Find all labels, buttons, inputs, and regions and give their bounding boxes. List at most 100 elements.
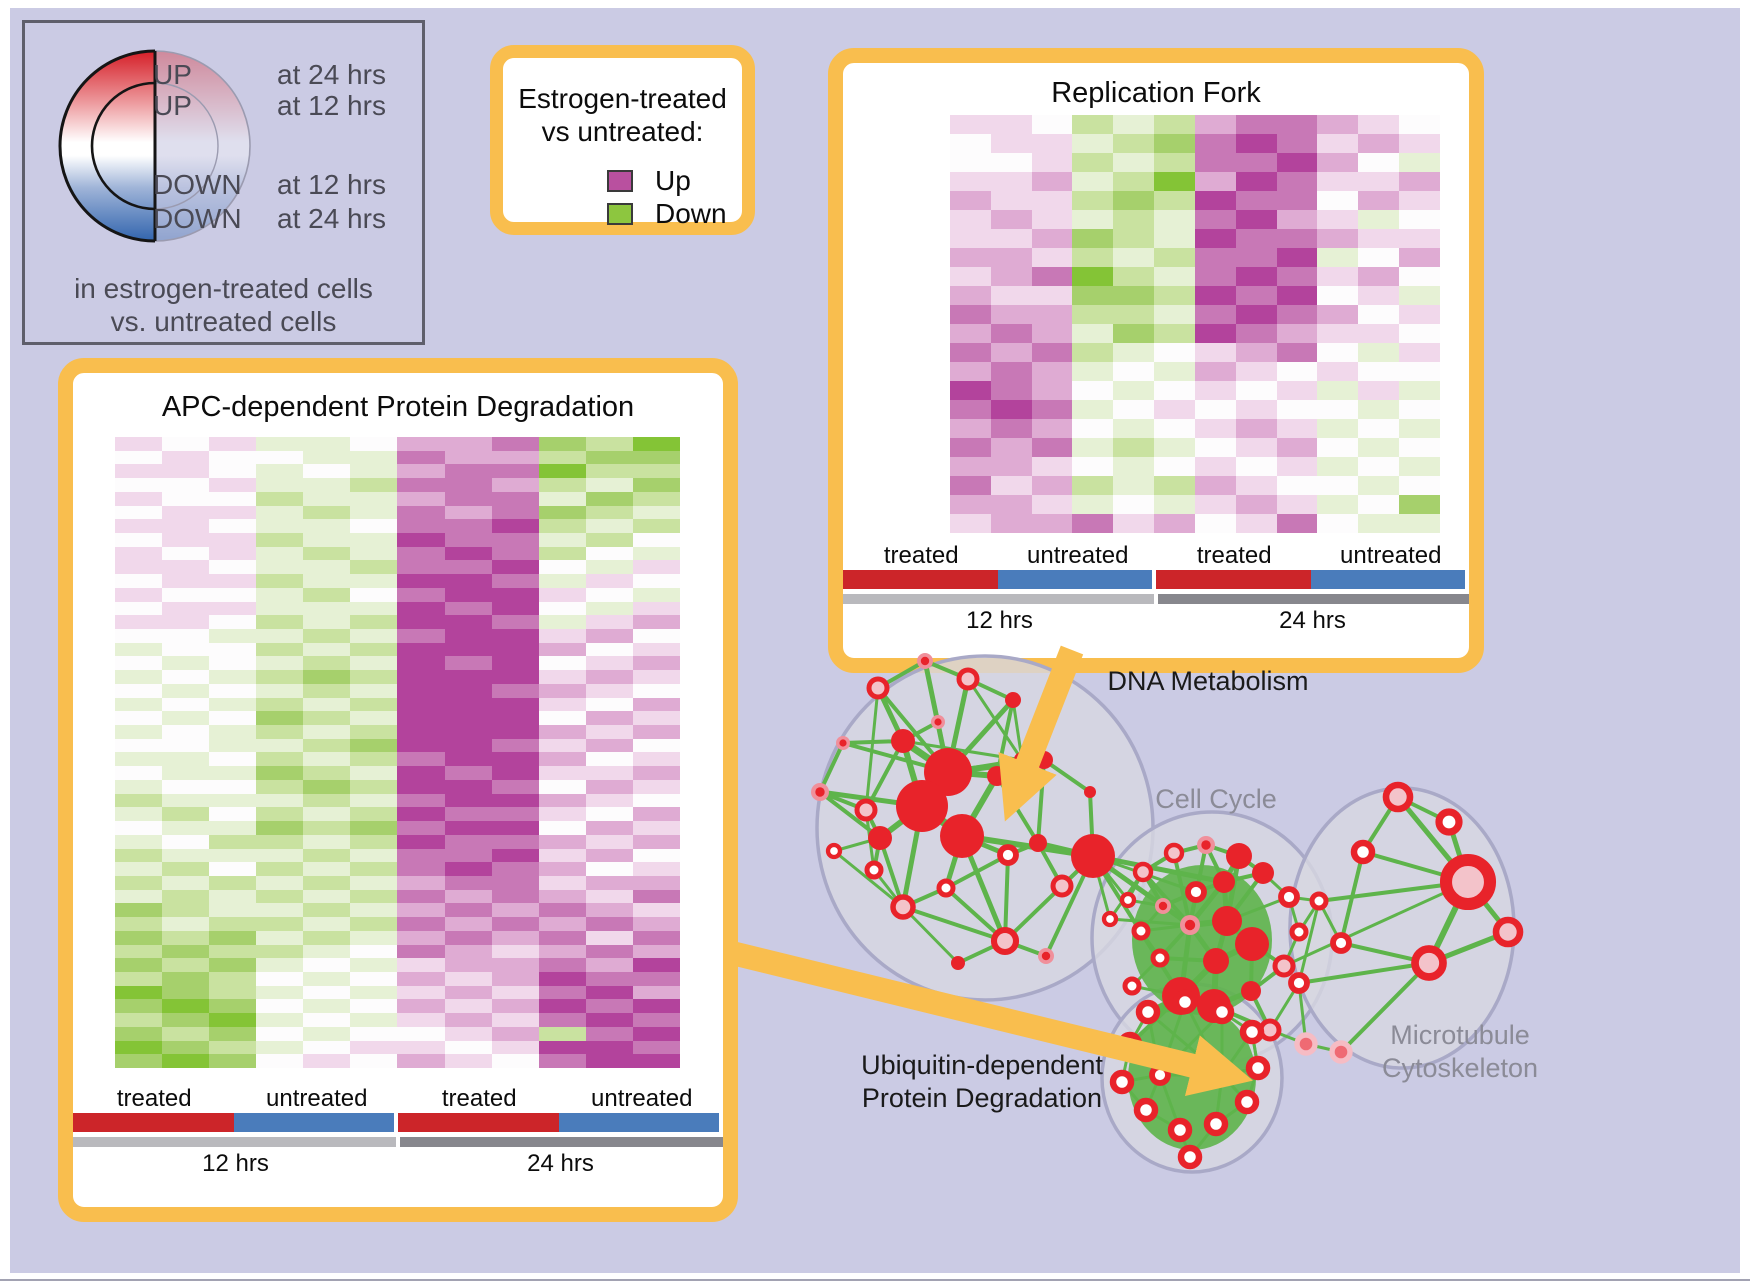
heatmap-cell	[632, 546, 680, 561]
heatmap-cell	[1358, 343, 1400, 362]
heatmap-cell	[632, 697, 680, 712]
heatmap-cell	[1194, 191, 1236, 210]
heatmap-cell	[1154, 476, 1195, 495]
heatmap-cell	[632, 917, 680, 931]
heatmap-cell	[444, 971, 492, 986]
time-bar-segment	[400, 1137, 723, 1147]
heatmap-cell	[303, 464, 351, 479]
heatmap-cell	[162, 1013, 210, 1027]
heatmap-cell	[115, 683, 163, 698]
heatmap-cell	[491, 848, 539, 863]
heatmap-cell	[632, 505, 680, 520]
heatmap-cell	[538, 985, 586, 1000]
heatmap-cell	[209, 683, 257, 698]
up-swatch	[607, 170, 633, 192]
heatmap-cell	[990, 153, 1032, 172]
heatmap-cell	[115, 505, 163, 520]
heatmap-cell	[1399, 476, 1440, 495]
heatmap-cell	[115, 574, 163, 588]
heatmap-cell	[1031, 286, 1073, 305]
heatmap-cell	[209, 725, 257, 739]
heatmap-cell	[1072, 419, 1114, 438]
heatmap-cell	[1072, 267, 1114, 286]
heatmap-cell	[1072, 115, 1114, 134]
heatmap-cell	[491, 505, 539, 520]
heatmap-cell	[256, 574, 304, 588]
heatmap-cell	[162, 766, 210, 780]
heatmap-cell	[209, 848, 257, 863]
heatmap-cell	[303, 533, 351, 547]
heatmap-cell	[585, 930, 633, 945]
heatmap-cell	[538, 670, 586, 684]
heatmap-cell	[1399, 115, 1440, 134]
heatmap-cell	[1113, 267, 1155, 286]
heatmap-cell	[491, 738, 539, 753]
heatmap-cell	[256, 807, 304, 822]
heatmap-cell	[256, 834, 304, 849]
heatmap-cell	[950, 495, 991, 514]
heatmap-cell	[303, 944, 351, 959]
heatmap-cell	[397, 601, 445, 616]
heatmap-cell	[303, 601, 351, 616]
heatmap-cell	[1358, 248, 1400, 267]
heatmap-cell	[303, 958, 351, 972]
heatmap-cell	[1235, 514, 1277, 533]
heatmap-cell	[1072, 305, 1114, 324]
heatmap-cell	[350, 875, 398, 890]
heatmap-cell	[209, 766, 257, 780]
heatmap-cell	[632, 560, 680, 575]
heatmap-cell	[990, 210, 1032, 229]
heatmap-cell	[115, 971, 163, 986]
heatmap-cell	[303, 1040, 351, 1055]
heatmap-cell	[256, 683, 304, 698]
heatmap-cell	[162, 711, 210, 726]
estrogen-color-legend: Estrogen-treated vs untreated: Up Down	[490, 45, 755, 235]
heatmap-cell	[1194, 438, 1236, 457]
heatmap-cell	[1154, 267, 1195, 286]
heatmap-cell	[1154, 191, 1195, 210]
heatmap-cell	[585, 1013, 633, 1027]
heatmap-cell	[538, 958, 586, 972]
heatmap-cell	[585, 971, 633, 986]
heatmap-cell	[303, 971, 351, 986]
heatmap-cell	[444, 683, 492, 698]
heatmap-cell	[950, 248, 991, 267]
heatmap-cell	[350, 587, 398, 602]
heatmap-cell	[1276, 381, 1318, 400]
heatmap-cell	[632, 450, 680, 465]
heatmap-cell	[115, 656, 163, 671]
heatmap-cell	[538, 834, 586, 849]
heatmap-cell	[585, 766, 633, 780]
heatmap-cell	[397, 985, 445, 1000]
heatmap-cell	[491, 642, 539, 657]
heatmap-cell	[115, 917, 163, 931]
heatmap-cell	[1276, 514, 1318, 533]
heatmap-cell	[209, 875, 257, 890]
heatmap-cell	[1194, 153, 1236, 172]
heatmap-cell	[585, 478, 633, 492]
heatmap-cell	[209, 574, 257, 588]
heatmap-cell	[256, 491, 304, 506]
heatmap-cell	[491, 903, 539, 918]
heatmap-cell	[585, 738, 633, 753]
updown-direction: UP	[153, 90, 192, 121]
heatmap-cell	[115, 999, 163, 1014]
heatmap-cell	[115, 1013, 163, 1027]
heatmap-cell	[397, 903, 445, 918]
heatmap-cell	[491, 725, 539, 739]
heatmap-cell	[444, 779, 492, 794]
heatmap-cell	[209, 491, 257, 506]
heatmap-cell	[538, 546, 586, 561]
heatmap-cell	[256, 1040, 304, 1055]
heatmap-cell	[115, 670, 163, 684]
heatmap-cell	[950, 457, 991, 476]
heatmap-cell	[350, 491, 398, 506]
heatmap-cell	[256, 546, 304, 561]
heatmap-cell	[1358, 419, 1400, 438]
heatmap-cell	[585, 629, 633, 643]
heatmap-cell	[491, 519, 539, 534]
apc-time-bar	[73, 1137, 723, 1147]
heatmap-cell	[256, 478, 304, 492]
heatmap-cell	[256, 766, 304, 780]
heatmap-cell	[1276, 305, 1318, 324]
